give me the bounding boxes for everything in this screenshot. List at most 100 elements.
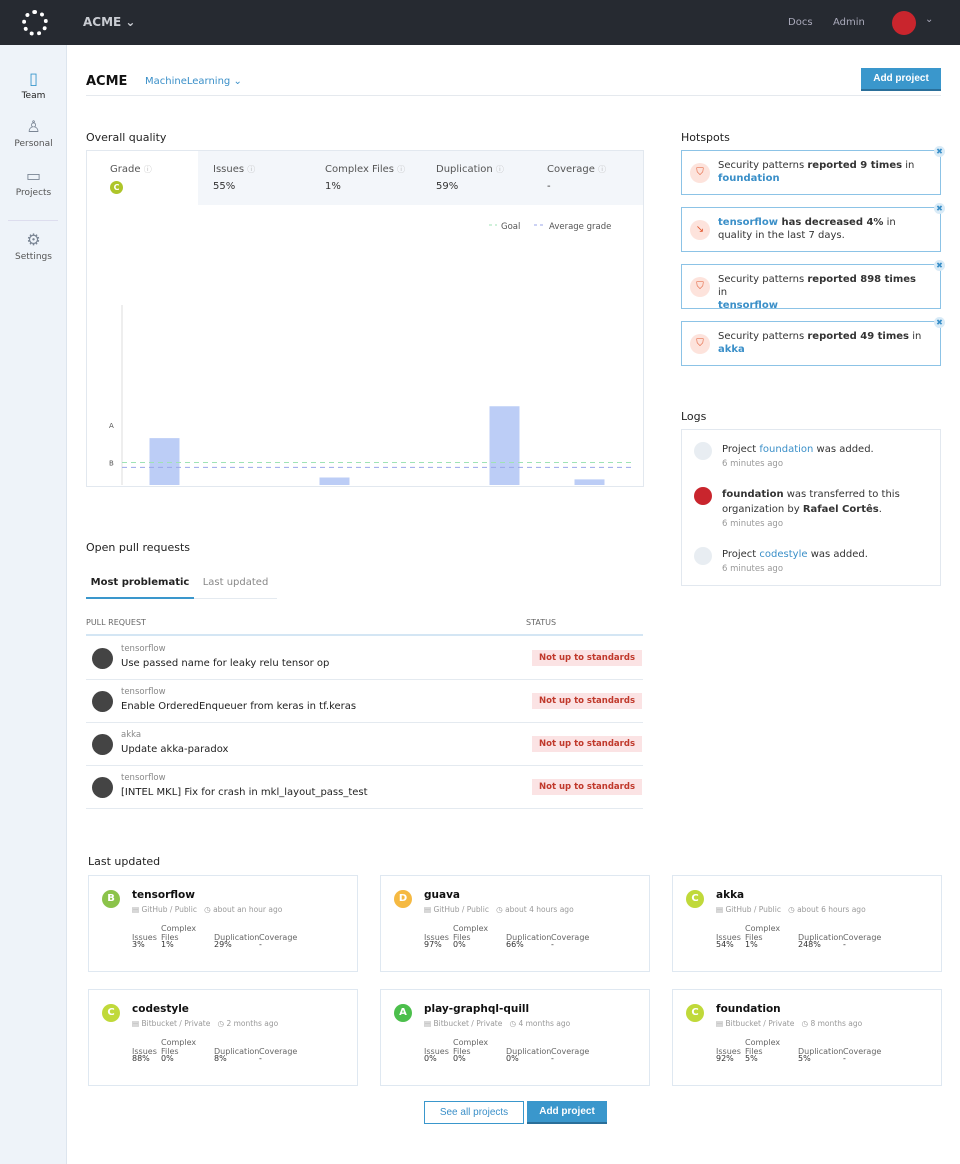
- project-card[interactable]: C foundation ▤ Bitbucket / Private ◷ 8 m…: [672, 989, 942, 1086]
- pr-row[interactable]: tensorflow Use passed name for leaky rel…: [86, 637, 643, 680]
- status-badge: Not up to standards: [532, 650, 642, 666]
- project-link[interactable]: foundation: [759, 444, 814, 455]
- close-icon[interactable]: ✖: [934, 317, 945, 328]
- hotspot-item[interactable]: ⛉ Security patterns reported 9 times in f…: [681, 146, 945, 195]
- sidebar-item-settings[interactable]: ⚙ Settings: [0, 230, 67, 262]
- project-link[interactable]: foundation: [718, 173, 780, 184]
- metric-label: Duplication: [506, 1047, 552, 1056]
- project-card[interactable]: C akka ▤ GitHub / Public ◷ about 6 hours…: [672, 875, 942, 972]
- tab-complex-files[interactable]: Complex Files ⓘ 1%: [325, 164, 405, 192]
- avatar: [92, 734, 113, 755]
- tab-label: Grade: [110, 164, 141, 175]
- bar[interactable]: [319, 477, 350, 486]
- tab-value: -: [547, 181, 551, 192]
- avatar: [694, 442, 712, 460]
- tab-last-updated[interactable]: Last updated: [194, 570, 277, 599]
- project-selector[interactable]: MachineLearning ⌄: [145, 76, 242, 87]
- metric-value: 8%: [214, 1054, 227, 1063]
- clock-icon: ◷: [788, 905, 798, 914]
- tab-duplication[interactable]: Duplication ⓘ 59%: [436, 164, 504, 192]
- close-icon[interactable]: ✖: [934, 146, 945, 157]
- quality-panel: Grade ⓘ C Issues ⓘ 55% Complex Files ⓘ 1% D…: [86, 150, 644, 487]
- tab-label: Coverage: [547, 164, 595, 175]
- bar[interactable]: [489, 406, 520, 485]
- metric-value: 0%: [453, 940, 466, 949]
- org-switcher[interactable]: ACME ⌄: [83, 15, 135, 29]
- logo-icon[interactable]: [22, 10, 48, 36]
- chevron-down-icon[interactable]: ⌄: [925, 14, 934, 25]
- project-name[interactable]: foundation: [716, 1003, 781, 1015]
- help-icon: ⓘ: [247, 165, 256, 174]
- metric-value: 29%: [214, 940, 232, 949]
- project-card[interactable]: D guava ▤ GitHub / Public ◷ about 4 hour…: [380, 875, 650, 972]
- see-all-projects-button[interactable]: See all projects: [424, 1101, 524, 1124]
- log-time: 6 minutes ago: [722, 519, 784, 529]
- user-avatar[interactable]: [892, 11, 916, 35]
- log-time: 6 minutes ago: [722, 564, 784, 574]
- tab-most-problematic[interactable]: Most problematic: [86, 570, 194, 599]
- close-icon[interactable]: ✖: [934, 260, 945, 271]
- sidebar-item-team[interactable]: ▯ Team: [0, 69, 67, 101]
- grade-chart: Goal Average grade ABCDEFtensorflo...gua…: [109, 222, 632, 486]
- metric-value: 66%: [506, 940, 524, 949]
- project-card[interactable]: B tensorflow ▤ GitHub / Public ◷ about a…: [88, 875, 358, 972]
- tab-grade[interactable]: Grade ⓘ C: [87, 151, 198, 205]
- sidebar: ▯ Team ♙ Personal ▭ Projects ⚙ Settings: [0, 45, 67, 1164]
- sidebar-item-projects[interactable]: ▭ Projects: [0, 166, 67, 198]
- pr-tabs: Most problematic Last updated: [86, 570, 643, 599]
- admin-link[interactable]: Admin: [833, 17, 865, 28]
- grade-badge: C: [102, 1004, 120, 1022]
- project-link[interactable]: codestyle: [759, 549, 808, 560]
- chevron-down-icon: ⌄: [125, 15, 136, 29]
- status-badge: Not up to standards: [532, 779, 642, 795]
- metric-value: 5%: [798, 1054, 811, 1063]
- metric-label: Coverage: [843, 1047, 882, 1056]
- pr-title[interactable]: Use passed name for leaky relu tensor op: [121, 658, 330, 669]
- pr-title[interactable]: Enable OrderedEnqueuer from keras in tf.…: [121, 701, 357, 712]
- project-link[interactable]: tensorflow: [718, 217, 778, 228]
- add-project-button[interactable]: Add project: [861, 68, 941, 91]
- project-name[interactable]: codestyle: [132, 1003, 189, 1015]
- project-link[interactable]: tensorflow: [718, 300, 778, 311]
- pr-title[interactable]: Update akka-paradox: [121, 744, 229, 755]
- project-name[interactable]: guava: [424, 889, 461, 901]
- close-icon[interactable]: ✖: [934, 203, 945, 214]
- hotspot-item[interactable]: ⛉ Security patterns reported 49 times in …: [681, 317, 945, 366]
- metric-value: 248%: [798, 940, 821, 949]
- project-source: Bitbucket / Private: [141, 1019, 211, 1028]
- avatar: [694, 487, 712, 505]
- project-updated: about 4 hours ago: [505, 905, 574, 914]
- pr-repo: tensorflow: [121, 773, 166, 783]
- project-card[interactable]: C codestyle ▤ Bitbucket / Private ◷ 2 mo…: [88, 989, 358, 1086]
- hotspot-emphasis: has decreased 4%: [777, 217, 884, 228]
- pr-row[interactable]: tensorflow [INTEL MKL] Fix for crash in …: [86, 766, 643, 809]
- project-name[interactable]: tensorflow: [132, 889, 195, 901]
- grade-badge: C: [686, 890, 704, 908]
- tab-issues[interactable]: Issues ⓘ 55%: [213, 164, 255, 192]
- tab-label: Complex Files: [325, 164, 394, 175]
- bar[interactable]: [149, 438, 180, 485]
- tab-value: 59%: [436, 181, 459, 192]
- repo-icon: ▤: [716, 905, 726, 914]
- metric-label: Duplication: [798, 1047, 844, 1056]
- metric-label: Issues: [716, 933, 741, 942]
- sidebar-item-personal[interactable]: ♙ Personal: [0, 117, 67, 149]
- pr-row[interactable]: akka Update akka-paradox Not up to stand…: [86, 723, 643, 766]
- avatar: [694, 547, 712, 565]
- avatar: [92, 648, 113, 669]
- user-name: Rafael Cortês: [802, 504, 879, 515]
- hotspot-item[interactable]: ⛉ Security patterns reported 898 times in…: [681, 260, 945, 311]
- project-card[interactable]: A play-graphql-quill ▤ Bitbucket / Priva…: [380, 989, 650, 1086]
- docs-link[interactable]: Docs: [788, 17, 813, 28]
- project-name[interactable]: akka: [716, 889, 745, 901]
- add-project-button[interactable]: Add project: [527, 1101, 607, 1124]
- pr-title[interactable]: [INTEL MKL] Fix for crash in mkl_layout_…: [121, 787, 368, 798]
- pr-row[interactable]: tensorflow Enable OrderedEnqueuer from k…: [86, 680, 643, 723]
- hotspot-item[interactable]: ↘ tensorflow has decreased 4% in quality …: [681, 203, 945, 252]
- project-name[interactable]: play-graphql-quill: [424, 1003, 530, 1015]
- metric-value: 0%: [161, 1054, 174, 1063]
- bar[interactable]: [574, 479, 605, 485]
- project-link[interactable]: akka: [718, 344, 745, 355]
- clock-icon: ◷: [496, 905, 506, 914]
- tab-coverage[interactable]: Coverage ⓘ -: [547, 164, 606, 192]
